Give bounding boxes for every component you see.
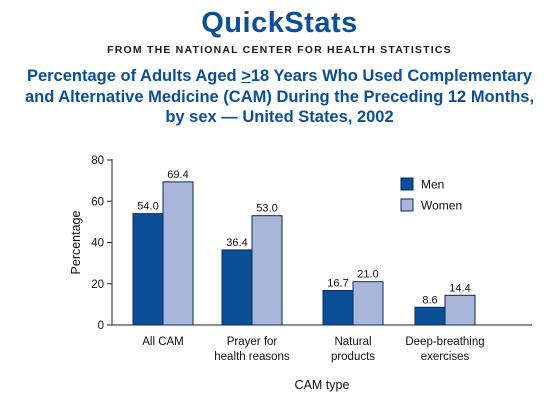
ge-symbol: > bbox=[241, 67, 251, 85]
chart-title-line-1: Percentage of Adults Aged >18 Years Who … bbox=[0, 66, 559, 87]
legend-label-women: Women bbox=[421, 199, 462, 213]
chart-title: Percentage of Adults Aged >18 Years Who … bbox=[0, 66, 559, 128]
x-tick-label: All CAM bbox=[142, 336, 184, 348]
x-tick-label: Prayer for bbox=[227, 336, 278, 348]
bar-women bbox=[251, 215, 283, 326]
x-tick-label: health reasons bbox=[214, 351, 290, 363]
y-tick-label: 20 bbox=[91, 279, 104, 291]
data-label: 14.4 bbox=[449, 282, 470, 294]
bar-men bbox=[322, 290, 354, 326]
data-label: 54.0 bbox=[137, 201, 158, 213]
chart-title-line-3: by sex — United States, 2002 bbox=[165, 108, 394, 126]
brand-subtitle: FROM THE NATIONAL CENTER FOR HEALTH STAT… bbox=[107, 44, 452, 56]
bar-women bbox=[352, 281, 384, 326]
data-label: 69.4 bbox=[167, 169, 188, 181]
x-tick-label: exercises bbox=[421, 351, 470, 363]
data-label: 21.0 bbox=[357, 269, 378, 281]
bar-women bbox=[162, 181, 194, 326]
data-label: 16.7 bbox=[327, 278, 348, 290]
chart-title-prefix: Percentage of Adults Aged bbox=[26, 67, 242, 85]
x-tick-label: Deep-breathing bbox=[405, 336, 484, 348]
data-label: 8.6 bbox=[422, 294, 437, 306]
y-tick-label: 0 bbox=[98, 320, 104, 332]
bar-men bbox=[221, 249, 253, 326]
data-label: 53.0 bbox=[256, 203, 277, 215]
chart-title-line-2: and Alternative Medicine (CAM) During th… bbox=[24, 87, 535, 106]
data-label: 36.4 bbox=[226, 237, 247, 249]
x-tick-label: Natural bbox=[334, 336, 371, 348]
brand-title: QuickStats bbox=[201, 7, 358, 39]
x-tick-label: products bbox=[331, 351, 375, 363]
bar-men bbox=[132, 213, 164, 326]
plot-area: 0 20 40 60 80 Percentage CAM type 54.0 69.4 All C… bbox=[69, 155, 532, 392]
y-axis-title: Percentage bbox=[69, 210, 83, 274]
chart-title-suffix: 18 Years Who Used Complementary bbox=[250, 67, 533, 85]
y-tick-label: 80 bbox=[91, 155, 104, 167]
legend-label-men: Men bbox=[421, 178, 444, 192]
bar-women bbox=[444, 294, 476, 326]
y-tick-label: 40 bbox=[91, 238, 104, 250]
x-axis-title: CAM type bbox=[295, 378, 350, 392]
bar-men bbox=[414, 306, 446, 326]
y-tick-label: 60 bbox=[91, 196, 104, 208]
legend-swatch-women bbox=[400, 198, 414, 212]
legend-swatch-men bbox=[400, 177, 414, 191]
